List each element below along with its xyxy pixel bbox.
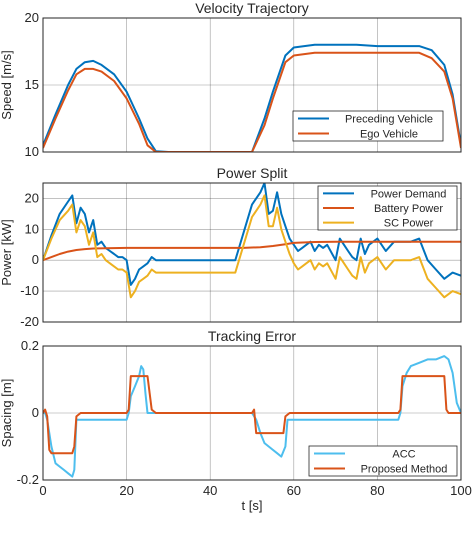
tracking-xlabel: t [s] bbox=[242, 498, 263, 513]
velocity-title: Velocity Trajectory bbox=[195, 0, 309, 16]
velocity-legend: Preceding Vehicle Ego Vehicle bbox=[292, 110, 444, 142]
tracking-legend-label-2: Proposed Method bbox=[361, 464, 448, 476]
power-legend-label-2: Battery Power bbox=[374, 203, 443, 215]
tracking-legend: ACC Proposed Method bbox=[308, 445, 458, 477]
power-series-line-3 bbox=[43, 194, 461, 299]
tracking-xtick-label: 100 bbox=[450, 483, 472, 498]
velocity-legend-label-1: Preceding Vehicle bbox=[345, 114, 433, 126]
power-title: Power Split bbox=[217, 165, 288, 181]
power-legend: Power Demand Battery Power SC Power bbox=[317, 185, 458, 231]
velocity-ytick-label: 20 bbox=[25, 10, 39, 25]
tracking-ytick-label: 0.2 bbox=[21, 338, 39, 353]
tracking-ytick-label: -0.2 bbox=[17, 472, 39, 487]
power-ytick-label: -20 bbox=[20, 314, 39, 329]
velocity-axes-box bbox=[42, 17, 462, 153]
tracking-xtick-label: 20 bbox=[119, 483, 133, 498]
power-ytick-label: 0 bbox=[32, 252, 39, 267]
tracking-ylabel: Spacing [m] bbox=[0, 379, 14, 448]
velocity-series-line-2 bbox=[43, 51, 461, 152]
chart-power: -20 -10 0 10 20 Power Split Power [kW] Power De… bbox=[0, 165, 462, 329]
tracking-axes-box bbox=[42, 345, 462, 481]
power-ytick-label: 20 bbox=[25, 190, 39, 205]
tracking-legend-label-1: ACC bbox=[392, 449, 415, 461]
power-legend-label-1: Power Demand bbox=[371, 188, 447, 200]
tracking-xtick-label: 60 bbox=[287, 483, 301, 498]
power-axes-box bbox=[42, 182, 462, 323]
tracking-legend-box bbox=[308, 445, 458, 477]
tracking-series-line-2 bbox=[43, 375, 461, 455]
tracking-title: Tracking Error bbox=[208, 328, 297, 344]
tracking-xtick-label: 40 bbox=[203, 483, 217, 498]
power-series-line-2 bbox=[43, 240, 461, 262]
velocity-ytick-label: 10 bbox=[25, 144, 39, 159]
tracking-xtick-label: 0 bbox=[39, 483, 46, 498]
power-series-line-1 bbox=[43, 183, 461, 286]
velocity-legend-box bbox=[292, 110, 444, 142]
power-ytick-label: -10 bbox=[20, 283, 39, 298]
velocity-ylabel: Speed [m/s] bbox=[0, 50, 14, 119]
velocity-legend-label-2: Ego Vehicle bbox=[360, 129, 418, 141]
tracking-ytick-label: 0 bbox=[32, 405, 39, 420]
power-legend-label-3: SC Power bbox=[384, 218, 434, 230]
chart-velocity: 10 15 20 Velocity Trajectory Speed [m/s] Prec… bbox=[0, 0, 462, 159]
velocity-series-line-1 bbox=[43, 43, 461, 152]
power-ylabel: Power [kW] bbox=[0, 219, 14, 285]
tracking-xtick-label: 80 bbox=[370, 483, 384, 498]
power-ytick-label: 10 bbox=[25, 221, 39, 236]
velocity-ytick-label: 15 bbox=[25, 77, 39, 92]
